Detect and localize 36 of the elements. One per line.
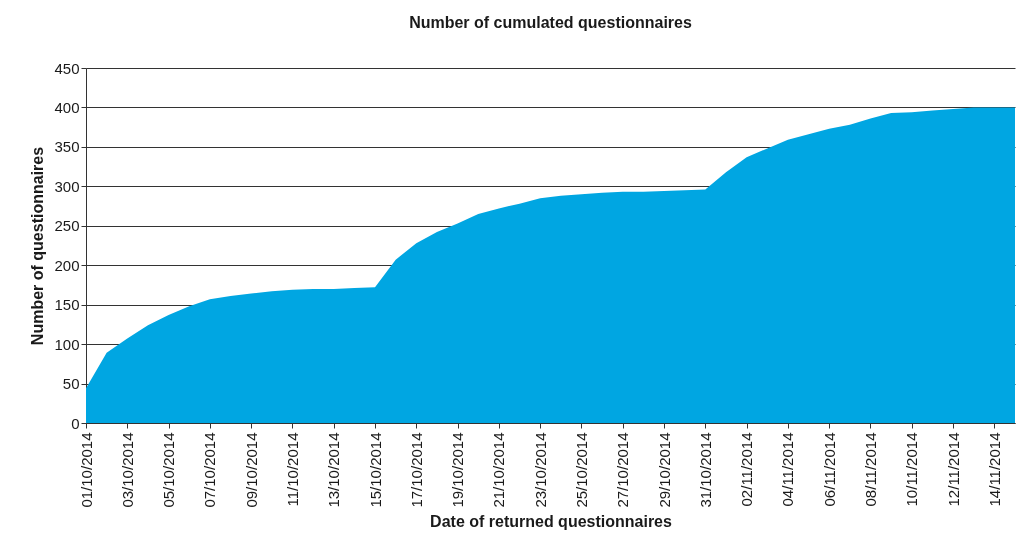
x-tick-label: 27/10/2014 bbox=[614, 432, 632, 508]
x-tick-label: 21/10/2014 bbox=[490, 432, 508, 508]
x-tick-label: 08/11/2014 bbox=[861, 432, 879, 507]
x-tick-label: 12/11/2014 bbox=[944, 432, 962, 507]
x-tick-label: 29/10/2014 bbox=[655, 432, 673, 508]
x-tick-label: 04/11/2014 bbox=[779, 432, 797, 507]
y-tick-label: 350 bbox=[54, 138, 80, 156]
y-tick-label: 200 bbox=[54, 256, 80, 274]
x-tick-label: 31/10/2014 bbox=[696, 432, 714, 508]
y-tick-label: 100 bbox=[54, 335, 80, 353]
y-tick-label: 150 bbox=[54, 296, 80, 314]
x-tick-label: 15/10/2014 bbox=[366, 432, 384, 508]
x-tick-label: 07/10/2014 bbox=[201, 432, 219, 508]
y-tick-label: 450 bbox=[54, 59, 80, 77]
x-tick-label: 03/10/2014 bbox=[118, 432, 136, 508]
x-tick-label: 17/10/2014 bbox=[407, 432, 425, 508]
x-tick-label: 25/10/2014 bbox=[572, 432, 590, 508]
x-tick-label: 02/11/2014 bbox=[738, 432, 756, 507]
y-tick-label: 250 bbox=[54, 217, 80, 235]
chart-title: Number of cumulated questionnaires bbox=[409, 14, 692, 31]
y-axis-title: Number of questionnaires bbox=[29, 146, 47, 346]
y-tick-label: 300 bbox=[54, 177, 80, 195]
y-tick-label: 0 bbox=[71, 414, 80, 432]
x-tick-label: 19/10/2014 bbox=[449, 432, 467, 508]
x-tick-label: 06/11/2014 bbox=[820, 432, 838, 507]
x-tick-label: 14/11/2014 bbox=[985, 432, 1003, 507]
y-tick-label: 400 bbox=[54, 98, 80, 116]
x-tick-label: 11/10/2014 bbox=[283, 432, 301, 507]
x-tick-label: 13/10/2014 bbox=[325, 432, 343, 508]
x-tick-label: 09/10/2014 bbox=[242, 432, 260, 508]
x-tick-label: 10/11/2014 bbox=[903, 432, 921, 507]
x-axis-title: Date of returned questionnaires bbox=[430, 512, 673, 530]
y-tick-label: 50 bbox=[62, 375, 80, 393]
x-tick-label: 23/10/2014 bbox=[531, 432, 549, 508]
x-tick-label: 05/10/2014 bbox=[160, 432, 178, 508]
x-tick-label: 01/10/2014 bbox=[77, 432, 95, 508]
